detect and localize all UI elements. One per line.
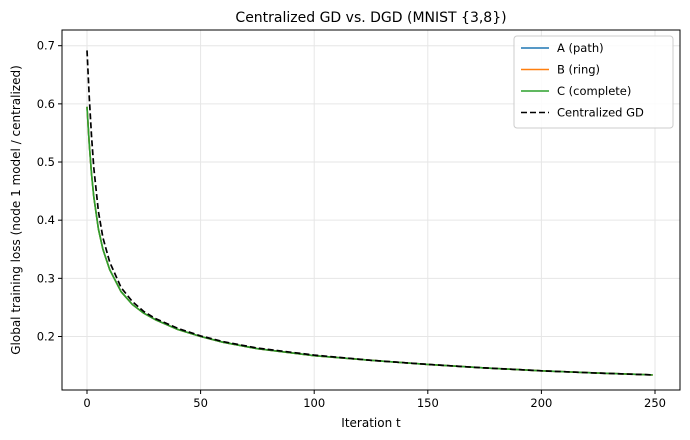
x-tick-label: 50: [193, 396, 208, 410]
y-tick-label: 0.6: [37, 97, 55, 111]
y-tick-label: 0.3: [37, 271, 55, 285]
y-tick-label: 0.5: [37, 155, 55, 169]
plot-frame: [61, 29, 681, 391]
series-lines: [86, 50, 653, 376]
x-tick-label: 100: [303, 396, 325, 410]
x-axis-label: Iteration t: [341, 416, 401, 430]
x-tick-label: 200: [530, 396, 552, 410]
y-axis-label: Global training loss (node 1 model / cen…: [9, 65, 23, 355]
legend-label: Centralized GD: [557, 106, 644, 120]
legend-label: B (ring): [557, 63, 600, 77]
chart-title: Centralized GD vs. DGD (MNIST {3,8}): [235, 10, 506, 26]
x-tick-label: 250: [644, 396, 666, 410]
x-tick-label: 0: [83, 396, 90, 410]
legend-label: C (complete): [557, 84, 631, 98]
y-tick-label: 0.4: [37, 213, 55, 227]
series-line-centralized-gd: [86, 50, 653, 376]
legend-label: A (path): [557, 41, 604, 55]
legend: A (path) B (ring) C (complete) Centralized …: [513, 35, 674, 129]
y-tick-label: 0.7: [37, 39, 55, 53]
axis-ticks: 0 50 100 150 200 250 0.2 0.3 0.4 0.5 0.6 0.7: [37, 39, 666, 410]
y-tick-label: 0.2: [37, 329, 55, 343]
legend-box: [513, 35, 674, 129]
x-tick-label: 150: [417, 396, 439, 410]
